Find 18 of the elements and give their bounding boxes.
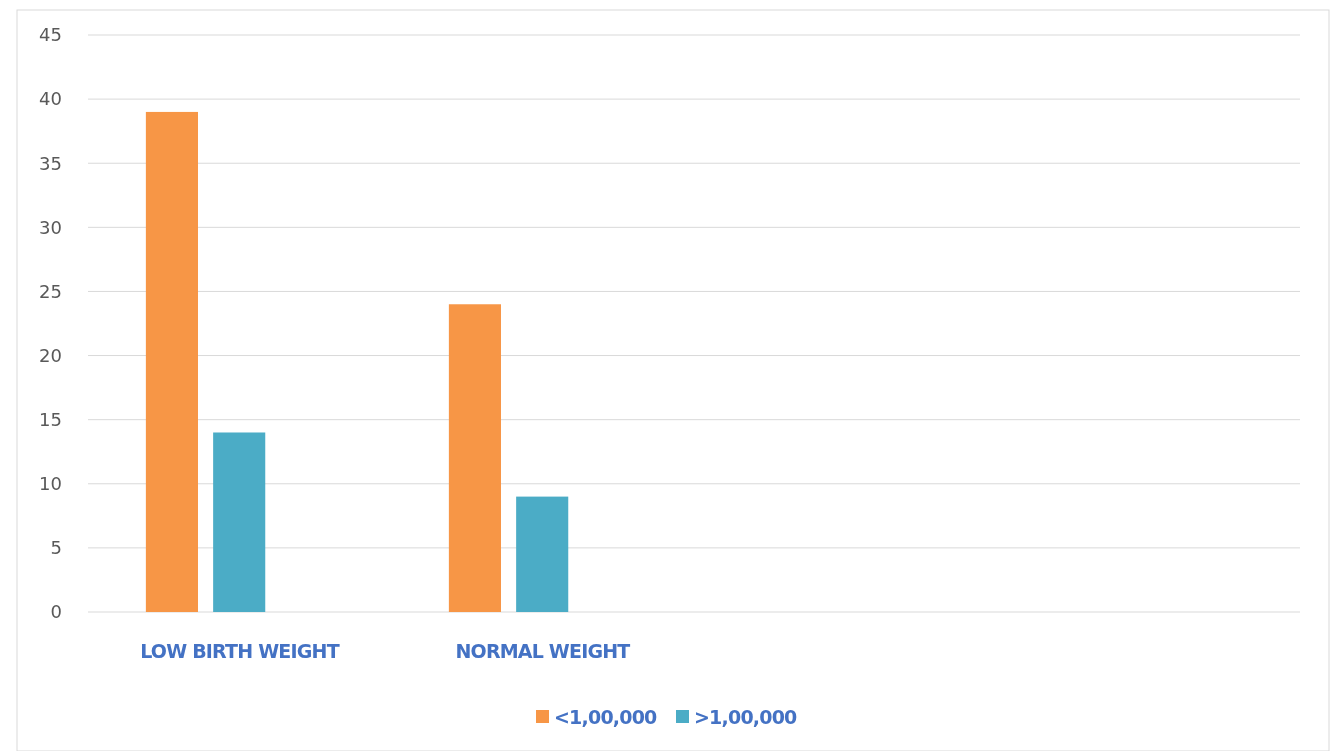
bar: [145, 111, 198, 612]
bar: [213, 432, 266, 612]
y-tick-label: 45: [39, 24, 62, 46]
bar: [448, 304, 501, 612]
y-tick-label: 0: [50, 601, 62, 623]
y-tick-label: 10: [39, 473, 62, 495]
x-tick-label: NORMAL WEIGHT: [455, 640, 631, 662]
y-tick-label: 35: [39, 152, 62, 174]
y-tick-label: 40: [39, 88, 62, 110]
bar: [516, 496, 569, 612]
x-tick-label: LOW BIRTH WEIGHT: [140, 640, 340, 662]
y-tick-label: 20: [39, 344, 62, 366]
y-tick-label: 5: [50, 537, 62, 559]
legend-label: <1,00,000: [554, 705, 658, 728]
y-tick-label: 30: [39, 216, 62, 238]
legend-label: >1,00,000: [694, 705, 798, 728]
y-tick-label: 25: [39, 280, 62, 302]
y-tick-label: 15: [39, 408, 62, 430]
